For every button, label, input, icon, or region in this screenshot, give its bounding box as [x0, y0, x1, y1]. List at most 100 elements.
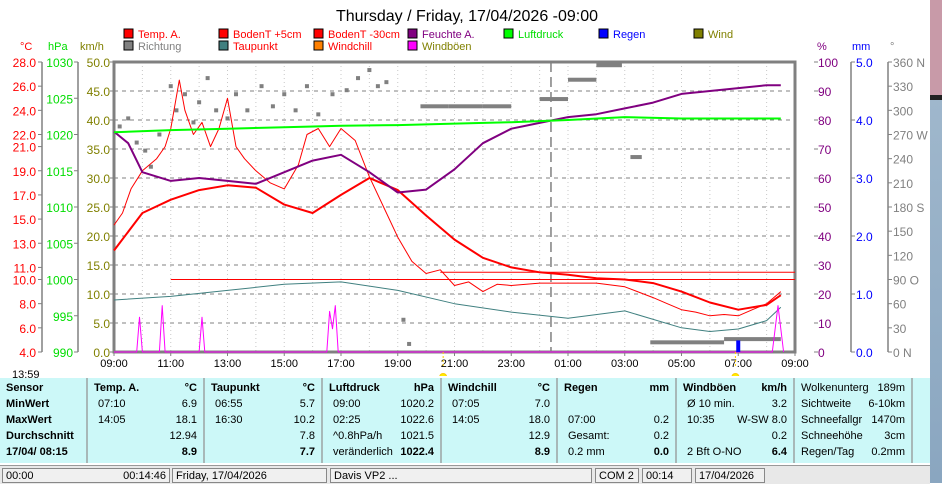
row-label-current: 17/04/ 08:15 — [6, 446, 68, 458]
pressure-tick-label: 1020 — [46, 129, 73, 143]
dew-row-label: 16:30 — [215, 414, 243, 426]
window-edge-scrollbar[interactable] — [930, 0, 942, 483]
x-tick-label: 23:00 — [497, 358, 525, 370]
series-temp-a- — [113, 79, 782, 317]
x-tick-label: 17:00 — [327, 358, 355, 370]
direction-point — [367, 68, 372, 73]
rain-unit-label: mm — [852, 41, 870, 53]
humidity-tick-label: 40 — [818, 230, 832, 244]
direction-tick-label: 30 — [893, 322, 907, 336]
temp-tick-label: 8.0 — [19, 298, 36, 312]
rain-tick-label: 1.0 — [856, 288, 873, 302]
legend-swatch — [218, 28, 229, 39]
windchill-title: Windchill — [448, 382, 497, 394]
temp-row-value: 12.94 — [169, 430, 197, 442]
speed-unit-label: km/h — [80, 41, 104, 53]
legend-swatch — [313, 28, 324, 39]
pressure-row-label: ^0.8hPa/h — [333, 430, 383, 442]
legend-swatch — [598, 28, 609, 39]
legend-label: Windböen — [422, 41, 472, 53]
col-gusts: Windböen km/h Ø 10 min. 3.2 10:35 W-SW 8.0 0.2… — [677, 378, 795, 463]
legend-label: Windchill — [328, 41, 372, 53]
legend-swatch — [693, 28, 704, 39]
pressure-title: Luftdruck — [329, 382, 380, 394]
col-extra: Wolkenunterg 189m Sichtweite 6-10km Schneefa… — [795, 378, 913, 463]
status-cell: Friday, 17/04/2026 — [172, 468, 327, 483]
direction-point — [225, 116, 230, 121]
speed-tick-label: 5.0 — [93, 317, 110, 331]
legend-swatch — [218, 40, 229, 51]
extra-value: 0.2mm — [871, 446, 905, 458]
direction-point — [191, 120, 196, 125]
humidity-tick-label: 0 — [818, 346, 825, 360]
direction-point — [234, 92, 239, 97]
col-rain: Regen mm 07:00 0.2 Gesamt: 0.2 0.2 mm 0.0 — [558, 378, 677, 463]
moon-icon — [439, 373, 448, 376]
rain-tick-label: 0.0 — [856, 346, 873, 360]
col-pressure: Luftdruck hPa 09:00 1020.2 02:25 1022.6 ^0.8hP… — [323, 378, 442, 463]
extra-label: Sichtweite — [801, 398, 852, 410]
direction-point — [214, 108, 219, 113]
col-windchill: Windchill °C 07:05 7.0 14:05 18.0 12.9 8.9 — [442, 378, 558, 463]
pressure-tick-label: 990 — [53, 346, 73, 360]
direction-point — [356, 76, 361, 81]
direction-point — [245, 108, 250, 113]
col-sensor: Sensor MinWert MaxWert Durchschnitt 17/0… — [0, 378, 88, 463]
temp-row-label: 07:10 — [98, 398, 126, 410]
direction-tick-label: 180 S — [893, 201, 924, 215]
speed-tick-label: 45.0 — [87, 85, 111, 99]
gusts-row-label: 10:35 — [687, 414, 715, 426]
direction-point — [316, 112, 321, 117]
temp-tick-label: 21.0 — [13, 141, 37, 155]
series-feuchte-a- — [113, 84, 781, 194]
gusts-row-value: 3.2 — [771, 398, 787, 410]
series-taupunkt — [113, 281, 782, 332]
direction-point — [259, 84, 264, 89]
x-tick-label: 19:00 — [384, 358, 412, 370]
legend-label: Luftdruck — [518, 29, 564, 41]
direction-tick-label: 0 N — [893, 346, 912, 360]
rain-row-value: 0.2 — [653, 430, 669, 442]
temp-tick-label: 15.0 — [13, 213, 37, 227]
direction-point — [384, 80, 389, 85]
direction-point — [282, 92, 287, 97]
pressure-row-value: 1022.6 — [400, 414, 434, 426]
legend-label: Richtung — [138, 41, 181, 53]
legend-swatch — [123, 28, 134, 39]
temp-unit: °C — [184, 382, 197, 394]
direction-segment — [724, 337, 781, 342]
temp-tick-label: 10.0 — [13, 274, 37, 288]
pressure-unit: hPa — [413, 382, 434, 394]
gusts-unit: km/h — [761, 382, 787, 394]
x-tick-label: 01:00 — [554, 358, 582, 370]
humidity-tick-label: 30 — [818, 259, 832, 273]
direction-segment — [650, 340, 725, 345]
sun-icon — [731, 373, 740, 376]
humidity-tick-label: 100 — [818, 56, 838, 70]
pressure-tick-label: 1000 — [46, 274, 73, 288]
windchill-row-label: 07:05 — [452, 398, 480, 410]
gusts-row-value: W-SW 8.0 — [737, 414, 787, 426]
pressure-tick-label: 1015 — [46, 165, 73, 179]
temp-tick-label: 11.0 — [14, 261, 37, 275]
pressure-tick-label: 995 — [53, 310, 73, 324]
x-tick-label: 21:00 — [441, 358, 469, 370]
temp-title: Temp. A. — [94, 382, 140, 394]
legend-swatch — [503, 28, 514, 39]
dew-row-label: 06:55 — [215, 398, 243, 410]
direction-point — [143, 148, 148, 153]
rain-tick-label: 5.0 — [856, 56, 873, 70]
direction-segment — [596, 63, 622, 68]
direction-tick-label: 210 — [893, 177, 913, 191]
pressure-tick-label: 1030 — [46, 56, 73, 70]
direction-point — [401, 317, 406, 322]
pressure-row-value: 1021.5 — [400, 430, 434, 442]
direction-point — [148, 164, 153, 169]
status-cell: 00:14 — [642, 468, 692, 483]
legend-swatch — [407, 28, 418, 39]
direction-tick-label: 330 — [893, 80, 913, 94]
legend-label: Taupunkt — [233, 41, 278, 53]
extra-label: Schneehöhe — [801, 430, 863, 442]
direction-point — [375, 84, 380, 89]
humidity-tick-label: 60 — [818, 172, 832, 186]
